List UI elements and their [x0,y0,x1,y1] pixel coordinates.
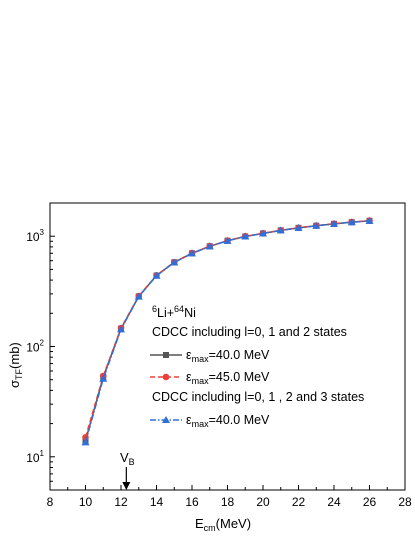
series-2-point-10 [259,229,267,237]
series-2-point-9 [241,232,250,240]
legend-entry-3: εmax=40.0 MeV [150,413,270,429]
x-tick-label-3: 14 [150,495,164,509]
x-tick-label-8: 24 [327,495,341,509]
legend-marker-1 [163,352,169,358]
y-tick-label-2: 103 [26,228,44,244]
x-tick-label-1: 10 [79,495,93,509]
series-2-point-2 [117,325,125,333]
plot-frame [49,202,406,491]
y-axis-ticks: 101 102 103 [26,202,55,491]
series-2-point-14 [330,219,338,227]
barrier-label: VB [120,450,135,467]
series-2-point-15 [347,218,356,226]
y-tick-label-1: 102 [26,339,44,355]
x-tick-label-4: 16 [185,495,199,509]
x-tick-label-0: 8 [47,495,54,509]
legend: 6Li+64Ni CDCC including l=0, 1 and 2 sta… [150,304,364,429]
series-2-point-3 [134,292,143,300]
series-2-point-11 [276,226,285,234]
legend-group-2: CDCC including l=0, 1 , 2 and 3 states [152,390,364,404]
x-tick-label-6: 20 [256,495,270,509]
legend-title: 6Li+64Ni [152,304,196,320]
series-2-point-6 [188,249,196,257]
series-2-point-1 [99,374,108,382]
series-2-point-4 [152,271,161,279]
series-layer [81,216,374,446]
x-axis-ticks: 8 10 12 14 16 18 20 22 24 26 28 [47,485,412,509]
legend-entry-1: εmax=40.0 MeV [150,348,270,364]
barrier-arrow-head [122,482,131,490]
x-tick-label-5: 18 [221,495,235,509]
legend-label-2: εmax=45.0 MeV [186,370,270,386]
x-axis-title: Ecm(MeV) [195,516,251,533]
series-2-point-16 [365,216,374,224]
series-2-point-7 [205,242,214,250]
x-tick-label-10: 28 [398,495,412,509]
legend-label-3: εmax=40.0 MeV [186,413,270,429]
x-tick-label-7: 22 [292,495,306,509]
legend-group-1: CDCC including l=0, 1 and 2 states [152,325,347,339]
y-tick-label-0: 101 [26,449,44,465]
y-axis-title: σTF(mb) [7,342,24,388]
legend-marker-2 [162,373,170,381]
series-2-point-0 [81,438,90,446]
x-tick-label-9: 26 [363,495,377,509]
barrier-annotation: VB [120,450,135,490]
series-2-point-5 [170,258,179,266]
series-2-point-8 [223,236,232,244]
legend-label-1: εmax=40.0 MeV [186,348,270,364]
x-tick-label-2: 12 [114,495,128,509]
series-line-2 [84,220,370,443]
series-2-point-12 [294,223,303,231]
legend-marker-3 [162,416,170,423]
legend-entry-2: εmax=45.0 MeV [150,370,270,386]
series-2-point-13 [312,221,321,229]
